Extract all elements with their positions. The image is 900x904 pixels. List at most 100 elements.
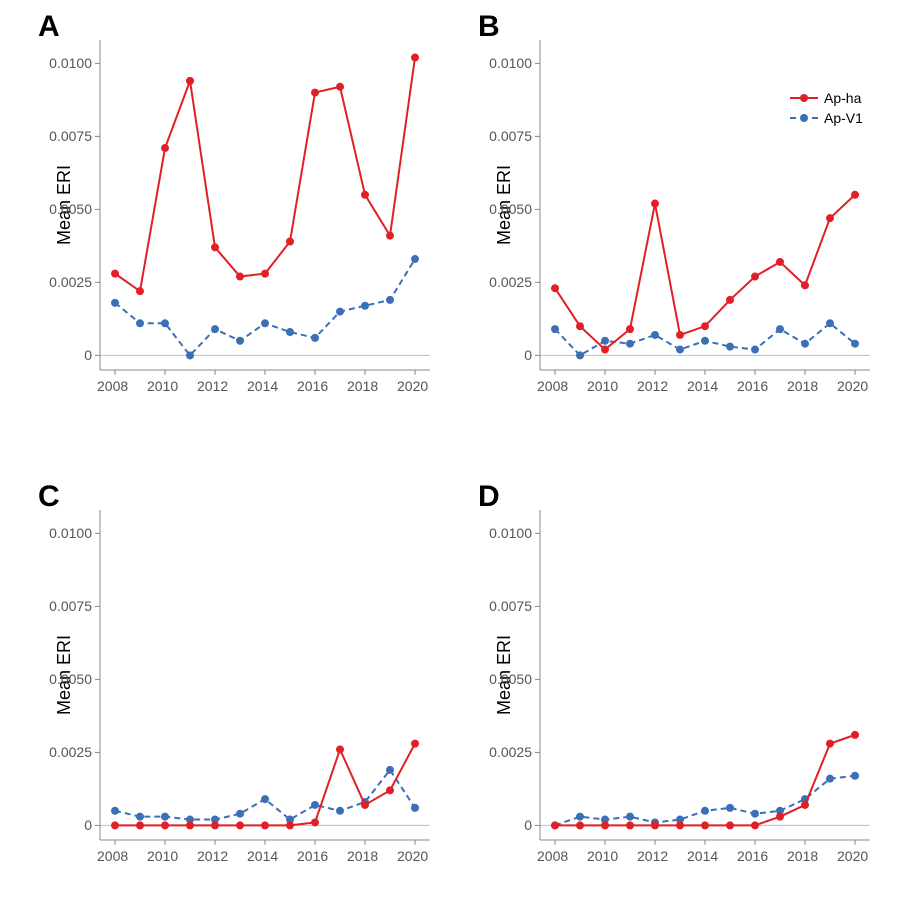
marker-ap-ha bbox=[411, 740, 419, 748]
marker-ap-ha bbox=[261, 270, 269, 278]
marker-ap-v1 bbox=[751, 346, 759, 354]
line-ap-ha bbox=[115, 744, 415, 826]
xtick-label: 2008 bbox=[537, 378, 568, 394]
marker-ap-ha bbox=[136, 821, 144, 829]
marker-ap-v1 bbox=[411, 255, 419, 263]
xtick-label: 2016 bbox=[297, 378, 328, 394]
ytick-label: 0 bbox=[84, 817, 92, 833]
marker-ap-ha bbox=[801, 801, 809, 809]
legend-swatch-ap-ha bbox=[790, 91, 818, 105]
marker-ap-v1 bbox=[411, 804, 419, 812]
marker-ap-ha bbox=[651, 200, 659, 208]
marker-ap-v1 bbox=[236, 337, 244, 345]
marker-ap-ha bbox=[161, 821, 169, 829]
panel-label-A: A bbox=[38, 10, 60, 44]
marker-ap-ha bbox=[676, 821, 684, 829]
xtick-label: 2014 bbox=[687, 378, 718, 394]
marker-ap-ha bbox=[626, 821, 634, 829]
xtick-label: 2018 bbox=[347, 848, 378, 864]
xtick-label: 2016 bbox=[737, 848, 768, 864]
ytick-label: 0.0050 bbox=[49, 671, 92, 687]
marker-ap-ha bbox=[576, 322, 584, 330]
marker-ap-v1 bbox=[726, 804, 734, 812]
legend-item-ap-ha: Ap-ha bbox=[790, 90, 863, 106]
marker-ap-v1 bbox=[236, 810, 244, 818]
marker-ap-ha bbox=[361, 191, 369, 199]
ytick-label: 0.0050 bbox=[489, 201, 532, 217]
marker-ap-ha bbox=[676, 331, 684, 339]
marker-ap-ha bbox=[186, 77, 194, 85]
marker-ap-ha bbox=[701, 821, 709, 829]
marker-ap-ha bbox=[236, 273, 244, 281]
ytick-label: 0.0100 bbox=[49, 55, 92, 71]
marker-ap-v1 bbox=[261, 795, 269, 803]
marker-ap-ha bbox=[236, 821, 244, 829]
xtick-label: 2014 bbox=[687, 848, 718, 864]
ytick-label: 0.0025 bbox=[49, 744, 92, 760]
marker-ap-ha bbox=[111, 270, 119, 278]
marker-ap-ha bbox=[576, 821, 584, 829]
marker-ap-ha bbox=[626, 325, 634, 333]
xtick-label: 2012 bbox=[197, 848, 228, 864]
ytick-label: 0 bbox=[524, 347, 532, 363]
marker-ap-ha bbox=[211, 243, 219, 251]
legend-item-ap-v1: Ap-V1 bbox=[790, 110, 863, 126]
xtick-label: 2008 bbox=[97, 848, 128, 864]
xtick-label: 2020 bbox=[397, 848, 428, 864]
marker-ap-ha bbox=[551, 821, 559, 829]
marker-ap-v1 bbox=[801, 340, 809, 348]
marker-ap-ha bbox=[111, 821, 119, 829]
marker-ap-v1 bbox=[826, 775, 834, 783]
marker-ap-ha bbox=[411, 54, 419, 62]
xtick-label: 2016 bbox=[297, 848, 328, 864]
marker-ap-v1 bbox=[551, 325, 559, 333]
marker-ap-ha bbox=[386, 786, 394, 794]
ytick-label: 0.0025 bbox=[489, 744, 532, 760]
marker-ap-ha bbox=[826, 740, 834, 748]
marker-ap-v1 bbox=[161, 319, 169, 327]
xtick-label: 2014 bbox=[247, 848, 278, 864]
marker-ap-ha bbox=[751, 821, 759, 829]
marker-ap-ha bbox=[776, 258, 784, 266]
xtick-label: 2016 bbox=[737, 378, 768, 394]
ytick-label: 0.0100 bbox=[489, 55, 532, 71]
marker-ap-v1 bbox=[286, 328, 294, 336]
marker-ap-ha bbox=[186, 821, 194, 829]
ytick-label: 0.0100 bbox=[49, 525, 92, 541]
marker-ap-v1 bbox=[751, 810, 759, 818]
ytick-label: 0.0025 bbox=[489, 274, 532, 290]
xtick-label: 2008 bbox=[97, 378, 128, 394]
xtick-label: 2010 bbox=[587, 848, 618, 864]
marker-ap-ha bbox=[311, 818, 319, 826]
marker-ap-ha bbox=[826, 214, 834, 222]
marker-ap-v1 bbox=[576, 813, 584, 821]
xtick-label: 2018 bbox=[787, 378, 818, 394]
marker-ap-ha bbox=[601, 821, 609, 829]
ytick-label: 0.0075 bbox=[49, 128, 92, 144]
marker-ap-ha bbox=[161, 144, 169, 152]
marker-ap-v1 bbox=[626, 340, 634, 348]
xtick-label: 2020 bbox=[837, 378, 868, 394]
marker-ap-ha bbox=[386, 232, 394, 240]
ytick-label: 0.0075 bbox=[49, 598, 92, 614]
marker-ap-v1 bbox=[186, 351, 194, 359]
ytick-label: 0 bbox=[84, 347, 92, 363]
marker-ap-v1 bbox=[701, 807, 709, 815]
panel-label-D: D bbox=[478, 480, 500, 514]
ytick-label: 0.0050 bbox=[489, 671, 532, 687]
marker-ap-ha bbox=[851, 191, 859, 199]
marker-ap-ha bbox=[801, 281, 809, 289]
ytick-label: 0.0075 bbox=[489, 598, 532, 614]
marker-ap-ha bbox=[751, 273, 759, 281]
marker-ap-ha bbox=[551, 284, 559, 292]
legend-label-ap-ha: Ap-ha bbox=[824, 90, 861, 106]
marker-ap-v1 bbox=[576, 351, 584, 359]
panel-label-B: B bbox=[478, 10, 500, 44]
marker-ap-v1 bbox=[851, 772, 859, 780]
marker-ap-ha bbox=[776, 813, 784, 821]
marker-ap-v1 bbox=[386, 296, 394, 304]
xtick-label: 2020 bbox=[397, 378, 428, 394]
xtick-label: 2010 bbox=[587, 378, 618, 394]
line-ap-ha bbox=[115, 58, 415, 292]
marker-ap-v1 bbox=[261, 319, 269, 327]
